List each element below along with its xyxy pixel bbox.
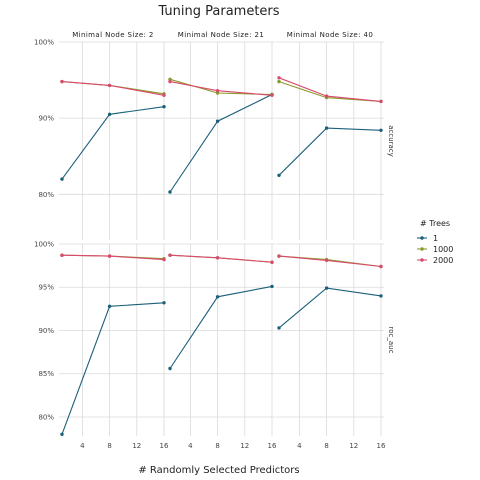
data-point-roc-auc-trees-1	[270, 284, 274, 289]
x-tick-label: 8	[107, 442, 111, 450]
x-tick-label: 16	[377, 442, 386, 450]
legend-entry-2000: 2000	[433, 256, 453, 265]
data-point-roc-auc-trees-2000	[324, 258, 329, 263]
x-axis-title: # Randomly Selected Predictors	[138, 465, 299, 476]
data-point-roc-auc-trees-1	[107, 304, 112, 308]
y-tick-label: 100%	[34, 241, 54, 249]
series-line-accuracy-trees-1-col-3	[278, 127, 382, 176]
data-point-accuracy-trees-2000	[270, 93, 274, 98]
data-point-roc-auc-trees-1	[324, 286, 329, 290]
data-point-accuracy-trees-1	[277, 173, 281, 177]
data-point-accuracy-trees-1	[60, 177, 64, 181]
data-point-roc-auc-trees-1	[379, 294, 383, 298]
row-label-roc-auc: roc_auc	[387, 327, 395, 354]
legend: # Trees 1 1000 2000	[417, 219, 453, 265]
strip-label-minimal-node-size-21: Minimal Node Size: 21	[178, 31, 264, 39]
series-line-roc-auc-trees-2000-col-1	[61, 254, 165, 261]
data-point-accuracy-trees-1	[107, 112, 112, 117]
data-point-accuracy-trees-2000	[379, 99, 383, 104]
legend-entry-1: 1	[433, 234, 438, 243]
chart-title: Tuning Parameters	[157, 4, 279, 19]
data-point-roc-auc-trees-1	[215, 295, 220, 299]
data-point-accuracy-trees-2000	[60, 79, 64, 84]
data-point-accuracy-trees-1000	[277, 79, 281, 84]
data-point-roc-auc-trees-2000	[270, 260, 274, 264]
legend-key-point	[420, 236, 424, 240]
x-tick-label: 12	[240, 442, 249, 450]
series-line-accuracy-trees-1000-col-2	[169, 78, 273, 96]
series-line-accuracy-trees-1000-col-3	[278, 81, 382, 102]
x-tick-label: 4	[188, 442, 193, 450]
x-tick-label: 16	[268, 442, 277, 450]
data-point-roc-auc-trees-1	[60, 432, 64, 436]
series-line-roc-auc-trees-1-col-2	[169, 285, 273, 369]
data-point-roc-auc-trees-1	[168, 366, 172, 371]
data-point-roc-auc-trees-2000	[168, 253, 172, 257]
data-point-roc-auc-trees-2000	[379, 264, 383, 269]
x-tick-label: 16	[160, 442, 169, 450]
data-point-roc-auc-trees-2000	[107, 254, 112, 258]
data-point-accuracy-trees-2000	[168, 79, 172, 84]
legend-title: # Trees	[420, 219, 450, 228]
series-line-roc-auc-trees-2000-col-2	[169, 254, 273, 263]
legend-key-point	[420, 247, 424, 251]
data-point-roc-auc-trees-1	[277, 326, 281, 330]
strip-label-minimal-node-size-2: Minimal Node Size: 2	[72, 31, 154, 39]
x-tick-labels: 4 8 12 16 4 8 12 16 4 8 12 16	[80, 442, 386, 450]
data-point-accuracy-trees-2000	[215, 89, 220, 93]
series-line-accuracy-trees-1-col-2	[169, 94, 273, 193]
series-line-accuracy-trees-1-col-1	[61, 106, 165, 180]
x-tick-label: 12	[132, 442, 141, 450]
grid-layer	[59, 41, 384, 436]
y-tick-labels: 80% 90% 100% 80% 85% 90% 95% 100%	[34, 39, 54, 422]
series-line-accuracy-trees-2000-col-1	[61, 81, 165, 96]
data-point-accuracy-trees-2000	[277, 76, 281, 80]
y-tick-label: 95%	[38, 284, 54, 292]
series-line-roc-auc-trees-1-col-1	[61, 302, 165, 435]
data-point-accuracy-trees-2000	[107, 83, 112, 88]
y-tick-label: 90%	[38, 115, 54, 123]
y-tick-label: 80%	[38, 191, 54, 199]
y-tick-label: 80%	[38, 413, 54, 421]
y-tick-label: 85%	[38, 370, 54, 378]
strip-label-minimal-node-size-40: Minimal Node Size: 40	[287, 31, 373, 39]
legend-key-point	[420, 258, 424, 262]
strip-labels: Minimal Node Size: 2 Minimal Node Size: 2…	[72, 31, 373, 39]
data-point-accuracy-trees-2000	[162, 93, 166, 98]
data-point-roc-auc-trees-2000	[277, 254, 281, 258]
data-point-accuracy-trees-2000	[324, 94, 329, 98]
y-tick-label: 90%	[38, 327, 54, 335]
data-point-roc-auc-trees-2000	[162, 257, 166, 262]
data-point-accuracy-trees-1	[379, 128, 383, 132]
data-point-roc-auc-trees-1	[162, 301, 166, 305]
data-point-accuracy-trees-1	[215, 119, 220, 123]
x-tick-label: 8	[324, 442, 328, 450]
data-points	[60, 76, 383, 436]
row-label-accuracy: accuracy	[387, 125, 395, 157]
x-tick-label: 12	[349, 442, 358, 450]
x-tick-label: 8	[215, 442, 219, 450]
data-point-accuracy-trees-1	[168, 190, 172, 194]
legend-entry-1000: 1000	[433, 245, 453, 254]
data-point-roc-auc-trees-2000	[215, 256, 220, 260]
data-point-accuracy-trees-1	[162, 105, 166, 109]
y-tick-label: 100%	[34, 39, 54, 47]
row-labels: accuracy roc_auc	[387, 125, 395, 353]
x-tick-label: 4	[80, 442, 85, 450]
data-point-roc-auc-trees-2000	[60, 253, 64, 257]
data-point-accuracy-trees-1	[324, 126, 329, 130]
series-line-roc-auc-trees-2000-col-3	[278, 255, 382, 268]
x-tick-label: 4	[297, 442, 302, 450]
series-line-roc-auc-trees-1-col-3	[278, 287, 382, 329]
